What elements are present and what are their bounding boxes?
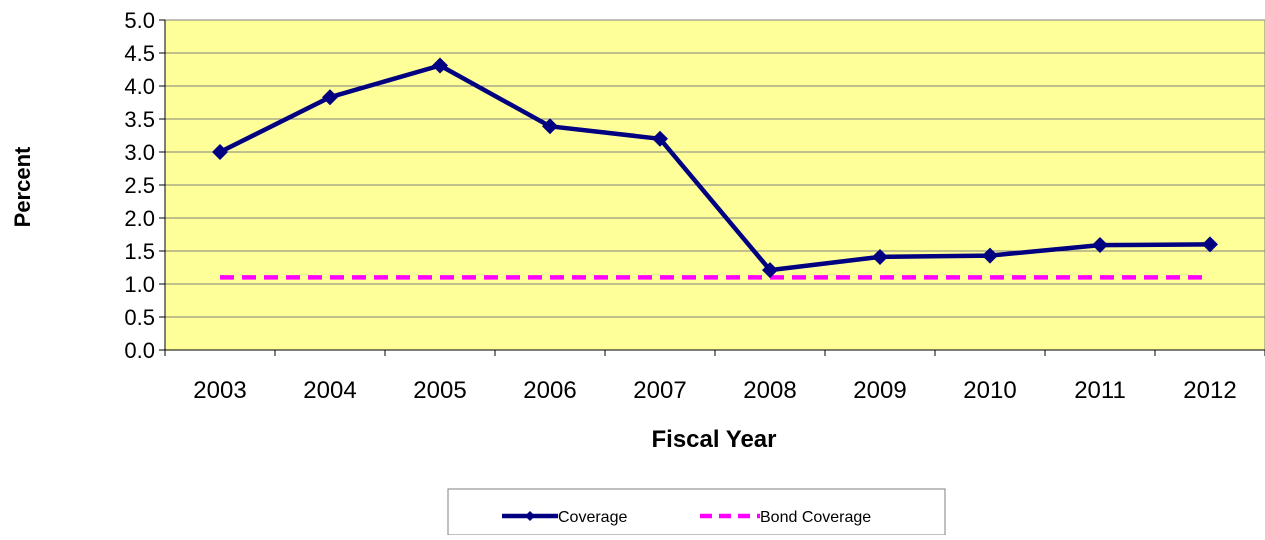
data-point-coverage bbox=[762, 262, 778, 279]
xtick-label: 2010 bbox=[963, 377, 1016, 404]
xtick-label: 2007 bbox=[633, 377, 686, 404]
y-tick-labels: 0.0 0.5 1.0 1.5 2.0 2.5 3.0 3.5 4.0 4.5 5.0 bbox=[124, 8, 155, 363]
data-point-coverage bbox=[872, 248, 888, 265]
xtick-label: 2006 bbox=[523, 377, 576, 404]
xtick-label: 2012 bbox=[1183, 377, 1236, 404]
legend-label-coverage: Coverage bbox=[558, 509, 627, 526]
grid-lines bbox=[159, 19, 1265, 351]
legend-label-bond-coverage: Bond Coverage bbox=[760, 509, 871, 526]
xtick-label: 2011 bbox=[1074, 377, 1126, 404]
ytick-label: 5.0 bbox=[124, 8, 155, 33]
x-axis-title: Fiscal Year bbox=[652, 426, 777, 453]
legend-marker-coverage bbox=[525, 511, 535, 521]
data-point-coverage bbox=[1092, 237, 1108, 254]
data-point-coverage bbox=[542, 118, 558, 135]
ytick-label: 3.5 bbox=[124, 107, 155, 132]
ytick-label: 2.5 bbox=[124, 173, 155, 198]
xtick-label: 2005 bbox=[413, 377, 466, 404]
xtick-label: 2009 bbox=[853, 377, 906, 404]
ytick-label: 0.5 bbox=[124, 305, 155, 330]
legend-item-coverage: Coverage bbox=[502, 509, 627, 526]
series-line-coverage bbox=[218, 63, 1211, 273]
data-point-coverage bbox=[322, 89, 338, 106]
xtick-label: 2003 bbox=[193, 377, 246, 404]
ytick-label: 0.0 bbox=[124, 338, 155, 363]
ytick-label: 3.0 bbox=[124, 140, 155, 165]
ytick-label: 4.0 bbox=[124, 74, 155, 99]
axes bbox=[164, 20, 1265, 356]
data-point-coverage bbox=[652, 130, 668, 147]
series-markers bbox=[212, 57, 1218, 279]
ytick-label: 1.0 bbox=[124, 272, 155, 297]
ytick-label: 1.5 bbox=[124, 239, 155, 264]
data-point-coverage bbox=[432, 57, 448, 74]
data-point-coverage bbox=[982, 247, 998, 264]
x-tick-labels: 2003 2004 2005 2006 2007 2008 2009 2010 2011 2012 bbox=[193, 377, 1236, 404]
data-point-coverage bbox=[212, 144, 228, 160]
data-point-coverage bbox=[1202, 236, 1218, 253]
legend: Coverage Bond Coverage bbox=[447, 488, 946, 536]
legend-item-bond-coverage: Bond Coverage bbox=[700, 509, 871, 526]
ytick-label: 4.5 bbox=[124, 41, 155, 66]
ytick-label: 2.0 bbox=[124, 206, 155, 231]
xtick-label: 2008 bbox=[743, 377, 796, 404]
xtick-label: 2004 bbox=[303, 377, 356, 404]
series-lines bbox=[218, 63, 1211, 280]
y-axis-title: Percent bbox=[10, 146, 35, 227]
